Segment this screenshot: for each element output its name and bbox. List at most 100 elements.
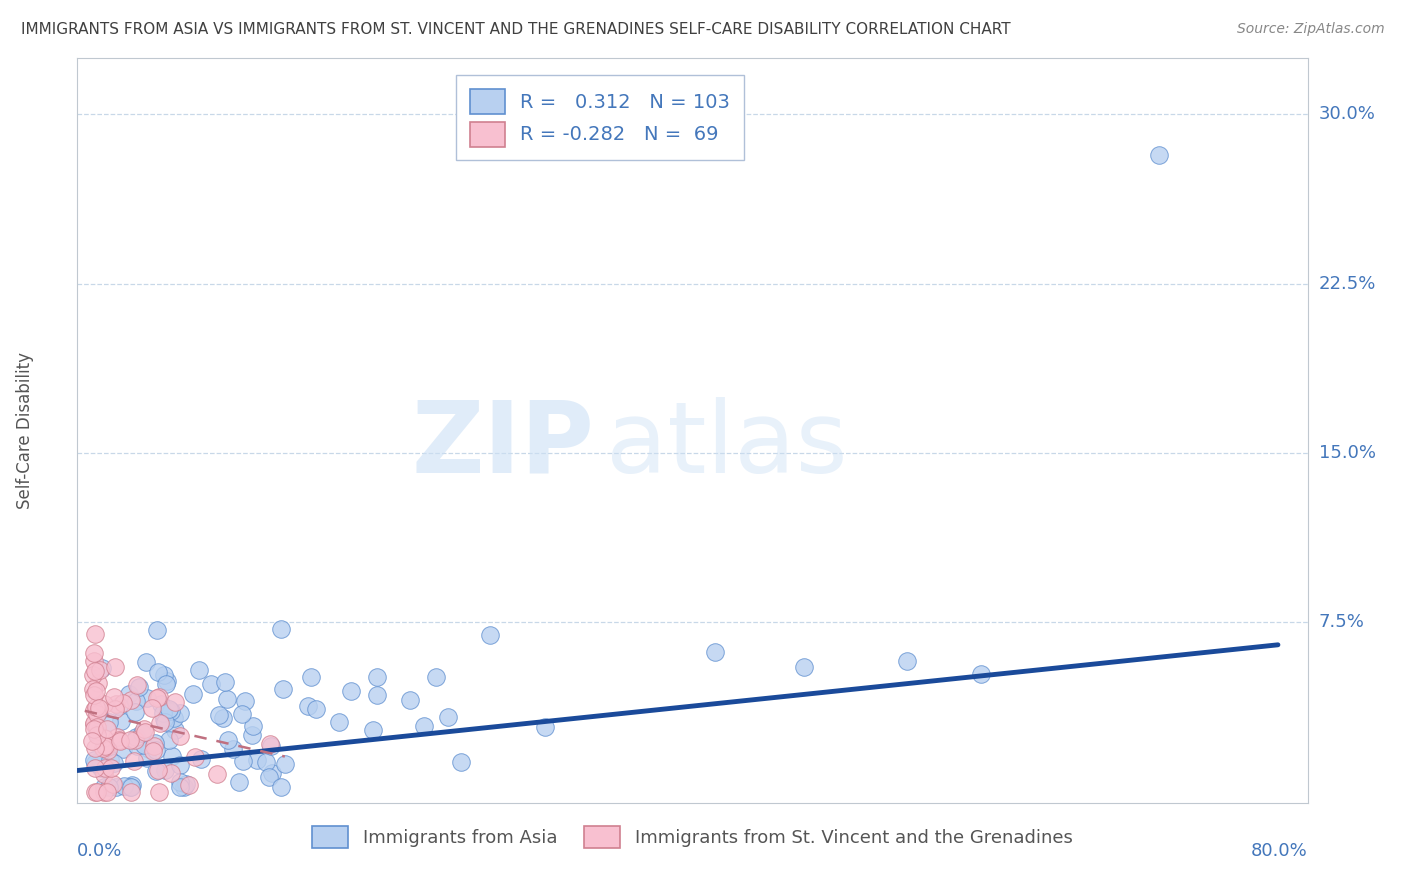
Point [242,719,264,733]
Point [450,755,472,769]
Point [141,701,163,715]
Point [97,780,120,794]
Point [152,706,174,720]
Point [246,753,269,767]
Point [100,761,122,775]
Text: Source: ZipAtlas.com: Source: ZipAtlas.com [1237,22,1385,37]
Point [152,712,174,726]
Point [136,751,159,765]
Point [103,701,125,715]
Point [111,696,134,710]
Point [1149,148,1171,162]
Point [156,704,179,718]
Point [299,670,322,684]
Point [793,660,815,674]
Point [96,743,118,757]
Point [305,702,328,716]
Point [83,647,105,661]
Point [260,739,283,753]
Point [398,693,420,707]
Point [86,707,108,722]
Point [145,764,167,779]
Point [83,715,105,730]
Point [131,726,153,740]
Point [93,780,115,794]
Point [703,644,725,658]
Point [103,777,125,791]
Point [120,780,142,794]
Point [84,784,107,798]
Point [169,780,191,794]
Point [160,766,183,780]
Point [94,761,117,775]
Point [135,656,157,670]
Point [124,733,146,747]
Point [149,697,172,711]
Point [232,754,254,768]
Point [160,704,183,718]
Point [104,660,127,674]
Point [169,758,191,772]
Point [242,728,264,742]
Point [98,715,121,730]
Point [328,714,350,729]
Point [254,755,277,769]
Point [478,628,501,642]
Point [125,731,148,745]
Point [366,689,388,703]
Point [125,694,148,708]
Point [361,723,384,738]
Point [84,702,107,716]
Point [89,664,111,678]
Point [970,667,993,681]
Text: 80.0%: 80.0% [1251,842,1308,860]
Point [155,714,177,729]
Text: IMMIGRANTS FROM ASIA VS IMMIGRANTS FROM ST. VINCENT AND THE GRENADINES SELF-CARE: IMMIGRANTS FROM ASIA VS IMMIGRANTS FROM … [21,22,1011,37]
Point [138,742,160,756]
Point [112,779,135,793]
Point [183,749,205,764]
Point [340,684,363,698]
Point [86,720,108,734]
Point [91,740,114,755]
Point [86,699,108,714]
Point [121,778,143,792]
Point [200,677,222,691]
Point [169,729,191,743]
Point [83,717,105,731]
Point [425,670,447,684]
Point [128,681,150,695]
Point [93,784,115,798]
Point [148,784,170,798]
Point [259,738,281,752]
Point [83,654,105,668]
Point [89,701,111,715]
Point [120,780,142,794]
Point [231,707,253,722]
Text: 30.0%: 30.0% [1319,105,1375,123]
Point [149,715,172,730]
Point [366,670,388,684]
Point [274,756,297,771]
Text: 15.0%: 15.0% [1319,444,1375,462]
Point [163,695,186,709]
Point [83,753,105,767]
Point [84,626,107,640]
Point [146,690,169,705]
Point [271,681,294,696]
Point [110,714,132,728]
Point [84,665,107,679]
Point [83,704,105,718]
Point [413,719,436,733]
Text: ZIP: ZIP [411,397,595,494]
Point [217,733,239,747]
Point [96,722,118,736]
Point [82,734,104,748]
Point [120,692,142,706]
Point [87,704,110,718]
Point [297,698,319,713]
Text: Self-Care Disability: Self-Care Disability [15,351,34,509]
Point [82,667,104,681]
Text: 7.5%: 7.5% [1319,613,1365,632]
Point [93,731,115,745]
